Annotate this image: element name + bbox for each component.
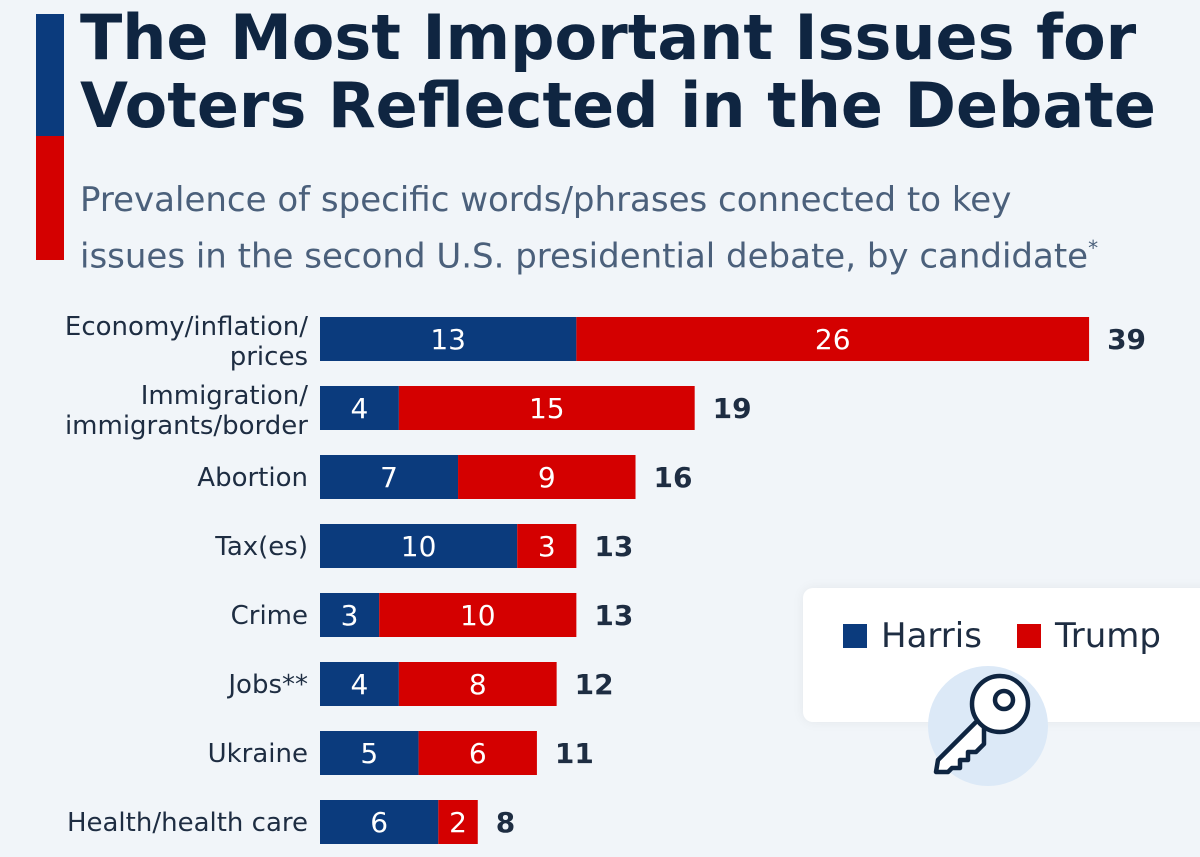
legend: Harris Trump <box>803 588 1200 722</box>
total-value-label: 16 <box>654 461 693 494</box>
bar-segment-trump <box>438 800 478 844</box>
total-value-label: 13 <box>594 599 633 632</box>
legend-label-harris: Harris <box>881 616 982 656</box>
chart-subtitle: Prevalence of specific words/phrases con… <box>80 176 1190 280</box>
total-value-label: 8 <box>496 806 515 839</box>
bar-segment-harris <box>320 455 459 499</box>
category-label: Immigration/immigrants/border <box>65 381 308 441</box>
legend-item-trump: Trump <box>1017 616 1161 656</box>
bar-segment-trump <box>398 662 557 706</box>
segment-value-label: 10 <box>401 530 437 563</box>
segment-value-label: 10 <box>460 599 496 632</box>
segment-value-label: 4 <box>351 392 369 425</box>
bar-segment-harris <box>320 731 419 775</box>
total-value-label: 19 <box>713 392 752 425</box>
bar-segment-trump <box>398 386 695 430</box>
bar-segment-harris <box>320 386 399 430</box>
legend-label-trump: Trump <box>1055 616 1162 656</box>
subtitle-text: Prevalence of specific words/phrases con… <box>80 180 1089 277</box>
bar-segment-harris <box>320 524 518 568</box>
segment-value-label: 9 <box>538 461 556 494</box>
segment-value-label: 4 <box>351 668 369 701</box>
bar-segment-trump <box>379 593 577 637</box>
segment-value-label: 15 <box>529 392 565 425</box>
total-value-label: 11 <box>555 737 594 770</box>
segment-value-label: 2 <box>449 806 467 839</box>
segment-value-label: 3 <box>538 530 556 563</box>
segment-value-label: 5 <box>360 737 378 770</box>
bar-segment-trump <box>576 317 1090 361</box>
bar-segment-harris <box>320 317 577 361</box>
total-value-label: 12 <box>575 668 614 701</box>
bar-segment-trump <box>458 455 636 499</box>
bar-segment-trump <box>517 524 577 568</box>
category-label: Jobs** <box>226 670 308 700</box>
segment-value-label: 7 <box>380 461 398 494</box>
total-value-label: 39 <box>1107 323 1146 356</box>
title-accent-blue <box>36 14 64 136</box>
category-label: Tax(es) <box>214 532 308 562</box>
category-label: Crime <box>231 601 308 631</box>
bar-segment-harris <box>320 800 439 844</box>
key-icon <box>928 666 1048 786</box>
bar-segment-trump <box>418 731 537 775</box>
category-label: Abortion <box>197 463 308 493</box>
subtitle-footnote-mark: * <box>1088 236 1099 260</box>
segment-value-label: 13 <box>430 323 466 356</box>
segment-value-label: 3 <box>341 599 359 632</box>
segment-value-label: 6 <box>469 737 487 770</box>
legend-swatch-harris <box>843 624 867 648</box>
bar-segment-harris <box>320 593 380 637</box>
title-accent-red <box>36 136 64 260</box>
segment-value-label: 26 <box>815 323 851 356</box>
bar-segment-harris <box>320 662 399 706</box>
category-label: Health/health care <box>67 808 308 838</box>
category-label: Ukraine <box>208 739 308 769</box>
category-label: Economy/inflation/prices <box>65 312 308 372</box>
segment-value-label: 6 <box>370 806 388 839</box>
legend-swatch-trump <box>1017 624 1041 648</box>
total-value-label: 13 <box>594 530 633 563</box>
legend-item-harris: Harris <box>843 616 982 656</box>
chart-title: The Most Important Issues for Voters Ref… <box>80 1 1156 142</box>
segment-value-label: 8 <box>469 668 487 701</box>
